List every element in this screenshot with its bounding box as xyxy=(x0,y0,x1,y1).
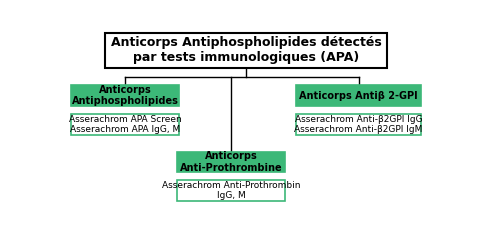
Text: Asserachrom Anti-Prothrombin
IgG, M: Asserachrom Anti-Prothrombin IgG, M xyxy=(162,181,300,200)
FancyBboxPatch shape xyxy=(296,114,421,135)
Text: Asserachrom APA Screen
Asserachrom APA IgG, M: Asserachrom APA Screen Asserachrom APA I… xyxy=(69,115,181,134)
Text: Anticorps
Antiphospholipides: Anticorps Antiphospholipides xyxy=(72,85,179,106)
Text: Anticorps
Anti-Prothrombine: Anticorps Anti-Prothrombine xyxy=(180,151,282,173)
FancyBboxPatch shape xyxy=(296,85,421,106)
FancyBboxPatch shape xyxy=(71,85,179,106)
FancyBboxPatch shape xyxy=(177,152,285,172)
Text: Anticorps Antiβ 2-GPI: Anticorps Antiβ 2-GPI xyxy=(299,91,418,101)
FancyBboxPatch shape xyxy=(105,33,387,68)
FancyBboxPatch shape xyxy=(71,114,179,135)
FancyBboxPatch shape xyxy=(177,180,285,201)
Text: Anticorps Antiphospholipides détectés
par tests immunologiques (APA): Anticorps Antiphospholipides détectés pa… xyxy=(110,36,382,64)
Text: Asserachrom Anti-β2GPI IgG
Asserachrom Anti-β2GPI IgM: Asserachrom Anti-β2GPI IgG Asserachrom A… xyxy=(294,115,423,134)
